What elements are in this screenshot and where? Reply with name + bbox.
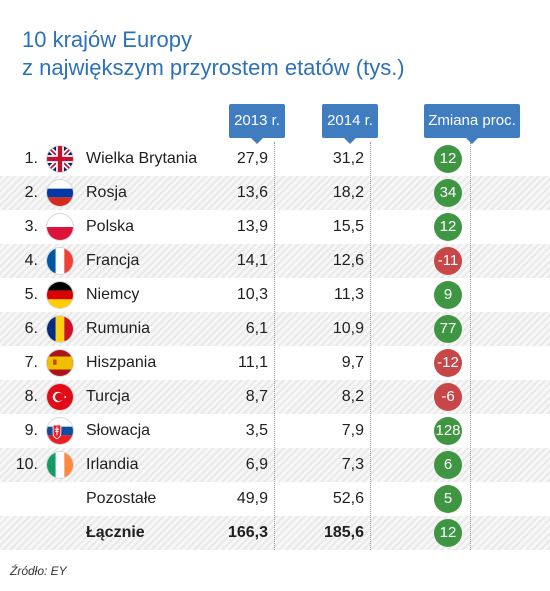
uk-flag-icon — [47, 146, 73, 172]
rank-number: 7. — [24, 354, 38, 371]
table-row: 2. Rosja 13,6 18,2 34 — [0, 176, 550, 210]
country-name: Rosja — [86, 184, 127, 201]
table-row: 10. Irlandia 6,9 7,3 6 — [0, 448, 550, 482]
rank-number: 3. — [24, 218, 38, 235]
change-badge: 12 — [434, 213, 462, 241]
value-2014: 15,5 — [332, 218, 364, 235]
country-name: Polska — [86, 218, 135, 235]
country-name: Turcja — [86, 388, 130, 405]
country-name: Rumunia — [86, 320, 151, 337]
country-name: Hiszpania — [86, 354, 157, 371]
table-row: Pozostałe 49,9 52,6 5 — [0, 482, 550, 516]
value-2014: 185,6 — [323, 524, 364, 541]
value-2014: 7,9 — [341, 422, 364, 439]
value-2014: 10,9 — [332, 320, 364, 337]
rank-number: 10. — [15, 456, 38, 473]
rank-number: 1. — [24, 150, 38, 167]
value-2014: 12,6 — [332, 252, 364, 269]
value-2013: 6,9 — [245, 456, 268, 473]
value-2013: 13,9 — [236, 218, 268, 235]
country-name: Francja — [86, 252, 140, 269]
spain-flag-icon — [47, 350, 73, 376]
value-2013: 14,1 — [236, 252, 268, 269]
header-2014: 2014 r. — [322, 104, 378, 144]
value-2013: 166,3 — [227, 524, 268, 541]
change-badge: 77 — [434, 315, 462, 343]
table-row: 4. Francja 14,1 12,6 -11 — [0, 244, 550, 278]
column-divider-2013 — [274, 142, 275, 550]
column-divider-change — [470, 142, 471, 550]
france-flag-icon — [47, 248, 73, 274]
source-note: Źródło: EY — [10, 564, 67, 578]
value-2014: 31,2 — [332, 150, 364, 167]
value-2013: 8,7 — [245, 388, 268, 405]
value-2013: 13,6 — [236, 184, 268, 201]
table-row: 7. Hiszpania 11,1 9,7 -12 — [0, 346, 550, 380]
rank-number: 2. — [24, 184, 38, 201]
country-name: Wielka Brytania — [86, 150, 198, 167]
title-line-1: 10 krajów Europy — [22, 27, 192, 52]
change-badge: 5 — [434, 485, 462, 513]
value-2014: 11,3 — [334, 286, 364, 303]
ireland-flag-icon — [47, 452, 73, 478]
poland-flag-icon — [47, 214, 73, 240]
header-2013: 2013 r. — [229, 104, 285, 144]
value-2013: 3,5 — [245, 422, 268, 439]
table-row: 3. Polska 13,9 15,5 12 — [0, 210, 550, 244]
value-2014: 52,6 — [332, 490, 364, 507]
chart-title: 10 krajów Europy z największym przyroste… — [22, 26, 405, 82]
table-row: 5. Niemcy 10,3 11,3 9 — [0, 278, 550, 312]
table-row: 8. Turcja 8,7 8,2 -6 — [0, 380, 550, 414]
value-2014: 8,2 — [341, 388, 364, 405]
value-2013: 11,1 — [238, 354, 268, 371]
country-name: Słowacja — [86, 422, 151, 439]
turkey-flag-icon — [47, 384, 73, 410]
change-badge: 34 — [434, 179, 462, 207]
country-name: Łącznie — [86, 524, 145, 541]
value-2013: 6,1 — [245, 320, 268, 337]
russia-flag-icon — [47, 180, 73, 206]
country-name: Pozostałe — [86, 490, 157, 507]
change-badge: -6 — [434, 383, 462, 411]
change-badge: 128 — [434, 417, 462, 445]
table-row: 1. Wielka Brytania 27,9 31,2 12 — [0, 142, 550, 176]
change-badge: 9 — [434, 281, 462, 309]
table-row: Łącznie 166,3 185,6 12 — [0, 516, 550, 550]
value-2013: 27,9 — [236, 150, 268, 167]
value-2014: 7,3 — [341, 456, 364, 473]
rank-number — [10, 482, 38, 516]
germany-flag-icon — [47, 282, 73, 308]
country-name: Irlandia — [86, 456, 139, 473]
title-line-2: z największym przyrostem etatów (tys.) — [22, 55, 405, 80]
rank-number — [10, 516, 38, 550]
rank-number: 6. — [24, 320, 38, 337]
header-change: Zmiana proc. — [424, 104, 520, 144]
value-2013: 49,9 — [236, 490, 268, 507]
rank-number: 9. — [24, 422, 38, 439]
rank-number: 4. — [24, 252, 38, 269]
value-2013: 10,3 — [236, 286, 268, 303]
rank-number: 5. — [24, 286, 38, 303]
change-badge: -12 — [434, 349, 462, 377]
slovakia-flag-icon — [47, 418, 73, 444]
change-badge: -11 — [434, 247, 462, 275]
rank-number: 8. — [24, 388, 38, 405]
romania-flag-icon — [47, 316, 73, 342]
change-badge: 6 — [434, 451, 462, 479]
country-name: Niemcy — [86, 286, 140, 303]
column-divider-2014 — [370, 142, 371, 550]
change-badge: 12 — [434, 519, 462, 547]
value-2014: 18,2 — [332, 184, 364, 201]
table-row: 9. Słowacja 3,5 7,9 128 — [0, 414, 550, 448]
table-row: 6. Rumunia 6,1 10,9 77 — [0, 312, 550, 346]
value-2014: 9,7 — [341, 354, 364, 371]
change-badge: 12 — [434, 145, 462, 173]
